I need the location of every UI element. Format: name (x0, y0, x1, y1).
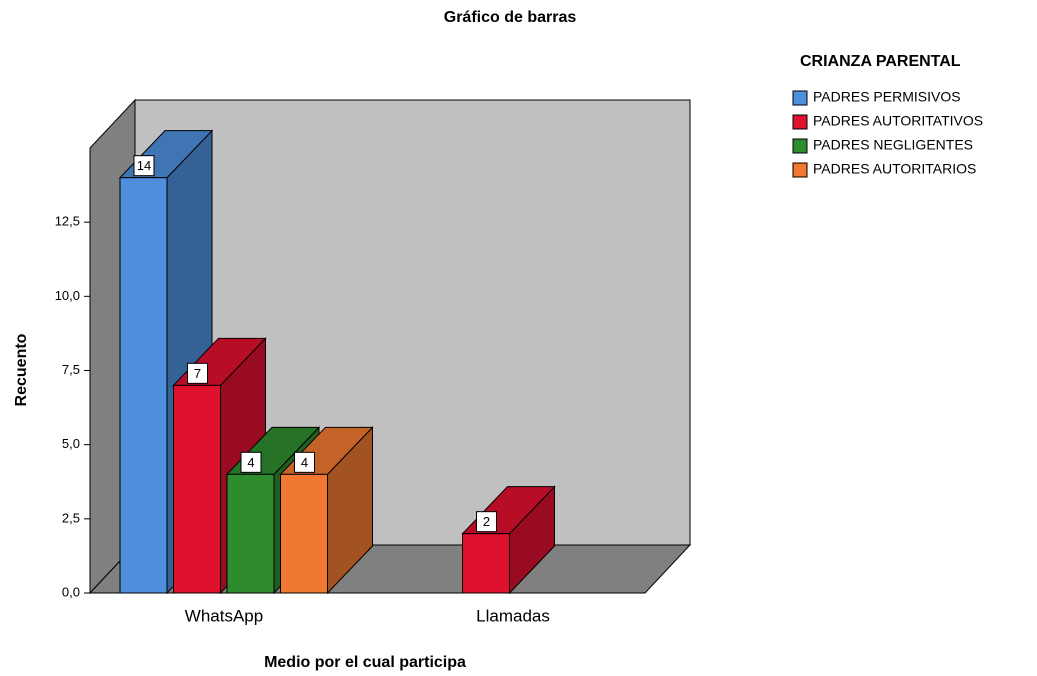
y-tick-label: 5,0 (62, 436, 80, 451)
legend-label: PADRES AUTORITATIVOS (813, 113, 983, 129)
x-axis-label: Medio por el cual participa (264, 654, 466, 671)
bar-front (280, 473, 328, 594)
y-tick-label: 7,5 (62, 362, 80, 377)
x-tick-label: WhatsApp (185, 606, 263, 625)
value-label-box (240, 451, 262, 473)
value-label: 14 (137, 158, 151, 173)
y-tick-label: 10,0 (55, 288, 80, 303)
y-tick-label: 12,5 (55, 214, 80, 229)
bar-front (226, 473, 275, 594)
legend-label: PADRES NEGLIGENTES (813, 137, 973, 153)
legend-swatch (792, 138, 808, 154)
bar: 2 (461, 485, 556, 595)
y-tick-label: 2,5 (62, 510, 80, 525)
bar-front (462, 533, 510, 594)
x-tick-label: Llamadas (476, 606, 550, 625)
value-label: 4 (247, 455, 254, 470)
bar-front (119, 177, 168, 594)
bar-front (173, 384, 221, 594)
value-label-box (133, 155, 155, 177)
value-label-box (187, 362, 208, 384)
legend-label: PADRES AUTORITARIOS (813, 161, 976, 177)
legend-title: CRIANZA PARENTAL (800, 53, 961, 70)
value-label-box (476, 511, 497, 533)
value-label: 7 (194, 366, 201, 381)
legend-label: PADRES PERMISIVOS (813, 89, 961, 105)
legend-swatch (792, 90, 808, 106)
y-tick-label: 0,0 (62, 584, 80, 599)
value-label-box (294, 451, 315, 473)
bar: 4 (279, 426, 374, 595)
value-label: 4 (301, 455, 308, 470)
chart-title: Gráfico de barras (444, 9, 577, 26)
value-label: 2 (483, 514, 490, 529)
y-axis-label: Recuento (13, 333, 30, 406)
legend-swatch (792, 162, 808, 178)
legend-swatch (792, 114, 808, 130)
